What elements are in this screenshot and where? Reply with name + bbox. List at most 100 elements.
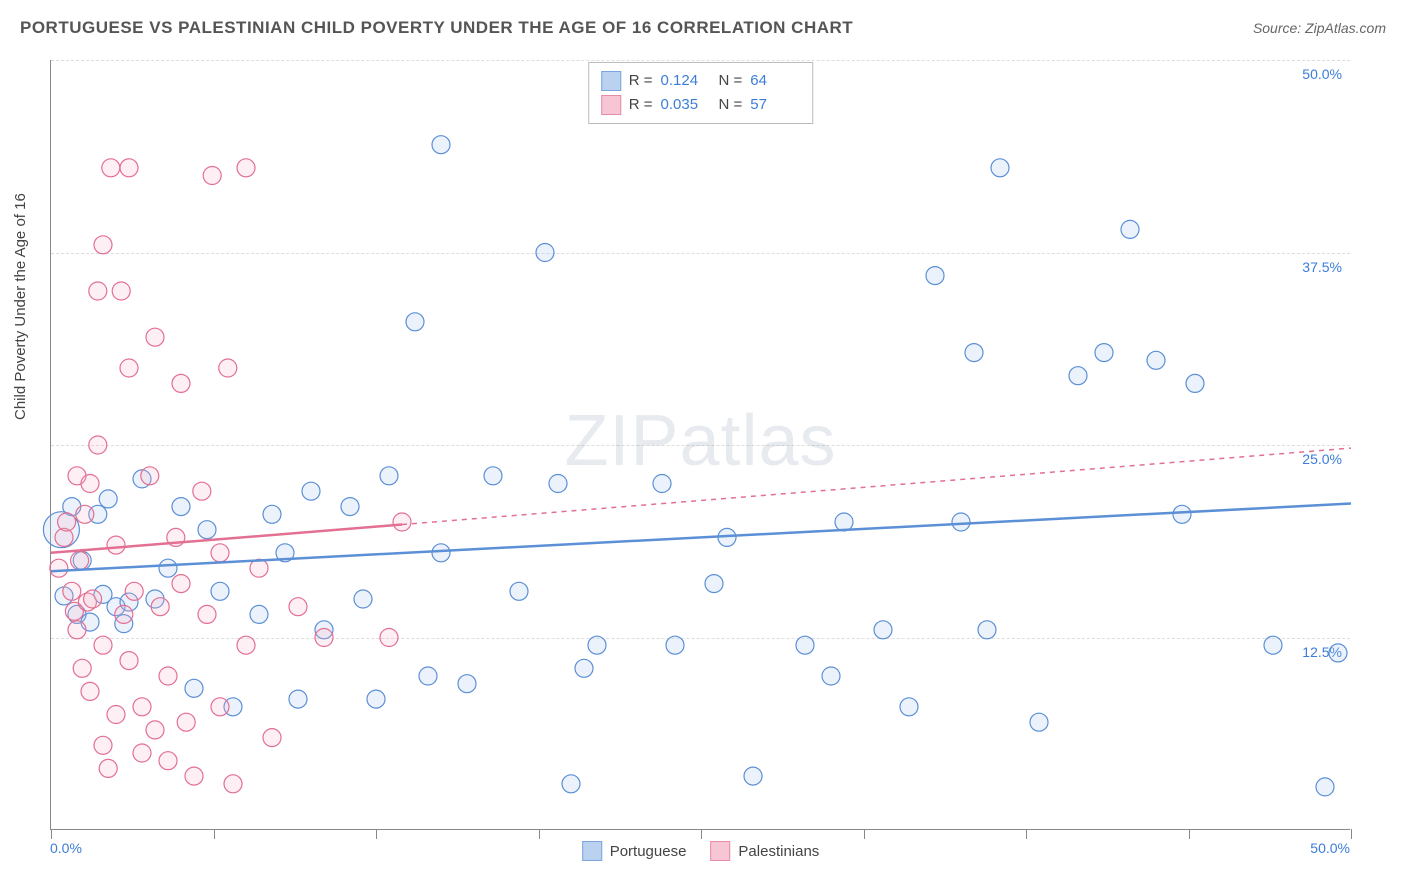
scatter-point-palestinians bbox=[81, 682, 99, 700]
scatter-point-palestinians bbox=[84, 590, 102, 608]
scatter-point-portuguese bbox=[1173, 505, 1191, 523]
stat-r-label: R = bbox=[629, 93, 653, 117]
scatter-point-palestinians bbox=[58, 513, 76, 531]
scatter-point-palestinians bbox=[159, 667, 177, 685]
scatter-point-palestinians bbox=[89, 436, 107, 454]
scatter-point-portuguese bbox=[991, 159, 1009, 177]
scatter-point-palestinians bbox=[141, 467, 159, 485]
y-axis-title: Child Poverty Under the Age of 16 bbox=[12, 193, 29, 420]
scatter-point-palestinians bbox=[94, 636, 112, 654]
scatter-point-palestinians bbox=[76, 505, 94, 523]
scatter-point-portuguese bbox=[926, 267, 944, 285]
stat-r-label: R = bbox=[629, 69, 653, 93]
stat-n-value: 64 bbox=[750, 69, 800, 93]
scatter-point-palestinians bbox=[159, 752, 177, 770]
scatter-point-portuguese bbox=[549, 475, 567, 493]
scatter-point-palestinians bbox=[112, 282, 130, 300]
scatter-point-portuguese bbox=[653, 475, 671, 493]
scatter-point-palestinians bbox=[71, 552, 89, 570]
correlation-stat-box: R = 0.124 N = 64 R = 0.035 N = 57 bbox=[588, 62, 814, 124]
scatter-point-palestinians bbox=[102, 159, 120, 177]
scatter-point-portuguese bbox=[354, 590, 372, 608]
stat-n-label: N = bbox=[719, 69, 743, 93]
scatter-point-palestinians bbox=[50, 559, 68, 577]
scatter-point-palestinians bbox=[107, 536, 125, 554]
scatter-point-portuguese bbox=[1121, 220, 1139, 238]
scatter-point-portuguese bbox=[536, 244, 554, 262]
scatter-point-portuguese bbox=[1329, 644, 1347, 662]
scatter-point-portuguese bbox=[978, 621, 996, 639]
scatter-point-palestinians bbox=[133, 698, 151, 716]
scatter-point-portuguese bbox=[458, 675, 476, 693]
scatter-point-palestinians bbox=[172, 575, 190, 593]
scatter-point-palestinians bbox=[120, 359, 138, 377]
scatter-point-palestinians bbox=[211, 544, 229, 562]
scatter-point-portuguese bbox=[1147, 351, 1165, 369]
scatter-point-portuguese bbox=[835, 513, 853, 531]
x-tick bbox=[539, 829, 540, 839]
scatter-point-portuguese bbox=[952, 513, 970, 531]
scatter-point-portuguese bbox=[575, 659, 593, 677]
scatter-point-portuguese bbox=[302, 482, 320, 500]
scatter-point-portuguese bbox=[510, 582, 528, 600]
x-tick bbox=[1026, 829, 1027, 839]
stat-row-palestinians: R = 0.035 N = 57 bbox=[601, 93, 801, 117]
scatter-point-palestinians bbox=[203, 167, 221, 185]
stat-n-label: N = bbox=[719, 93, 743, 117]
scatter-point-palestinians bbox=[193, 482, 211, 500]
x-min-label: 0.0% bbox=[50, 840, 82, 856]
scatter-point-palestinians bbox=[107, 706, 125, 724]
scatter-point-palestinians bbox=[380, 629, 398, 647]
scatter-point-portuguese bbox=[744, 767, 762, 785]
scatter-point-palestinians bbox=[146, 721, 164, 739]
legend-swatch-portuguese bbox=[582, 841, 602, 861]
stat-row-portuguese: R = 0.124 N = 64 bbox=[601, 69, 801, 93]
scatter-point-portuguese bbox=[172, 498, 190, 516]
scatter-point-palestinians bbox=[289, 598, 307, 616]
scatter-point-portuguese bbox=[380, 467, 398, 485]
scatter-point-portuguese bbox=[159, 559, 177, 577]
scatter-point-portuguese bbox=[1069, 367, 1087, 385]
chart-title: PORTUGUESE VS PALESTINIAN CHILD POVERTY … bbox=[20, 18, 853, 38]
scatter-point-portuguese bbox=[367, 690, 385, 708]
scatter-point-palestinians bbox=[151, 598, 169, 616]
legend-item-portuguese: Portuguese bbox=[582, 841, 687, 861]
legend-label: Portuguese bbox=[610, 843, 687, 860]
scatter-point-portuguese bbox=[562, 775, 580, 793]
bottom-legend: Portuguese Palestinians bbox=[582, 841, 820, 861]
scatter-point-portuguese bbox=[484, 467, 502, 485]
x-max-label: 50.0% bbox=[1310, 840, 1350, 856]
scatter-point-palestinians bbox=[99, 759, 117, 777]
scatter-point-palestinians bbox=[315, 629, 333, 647]
stat-r-value: 0.035 bbox=[661, 93, 711, 117]
stat-n-value: 57 bbox=[750, 93, 800, 117]
scatter-point-portuguese bbox=[874, 621, 892, 639]
scatter-point-palestinians bbox=[125, 582, 143, 600]
legend-label: Palestinians bbox=[738, 843, 819, 860]
scatter-point-palestinians bbox=[73, 659, 91, 677]
scatter-point-portuguese bbox=[1316, 778, 1334, 796]
scatter-point-palestinians bbox=[237, 159, 255, 177]
scatter-point-portuguese bbox=[900, 698, 918, 716]
scatter-point-portuguese bbox=[250, 605, 268, 623]
scatter-point-portuguese bbox=[263, 505, 281, 523]
scatter-point-portuguese bbox=[432, 544, 450, 562]
x-tick bbox=[701, 829, 702, 839]
scatter-point-portuguese bbox=[822, 667, 840, 685]
stat-r-value: 0.124 bbox=[661, 69, 711, 93]
scatter-point-palestinians bbox=[219, 359, 237, 377]
scatter-point-palestinians bbox=[94, 236, 112, 254]
swatch-palestinians bbox=[601, 95, 621, 115]
scatter-point-palestinians bbox=[224, 775, 242, 793]
scatter-point-portuguese bbox=[705, 575, 723, 593]
title-bar: PORTUGUESE VS PALESTINIAN CHILD POVERTY … bbox=[20, 18, 1386, 38]
scatter-point-palestinians bbox=[63, 582, 81, 600]
scatter-point-palestinians bbox=[185, 767, 203, 785]
scatter-point-palestinians bbox=[172, 374, 190, 392]
scatter-point-palestinians bbox=[393, 513, 411, 531]
scatter-point-palestinians bbox=[237, 636, 255, 654]
x-tick bbox=[51, 829, 52, 839]
scatter-point-palestinians bbox=[133, 744, 151, 762]
scatter-point-portuguese bbox=[211, 582, 229, 600]
scatter-point-palestinians bbox=[68, 621, 86, 639]
